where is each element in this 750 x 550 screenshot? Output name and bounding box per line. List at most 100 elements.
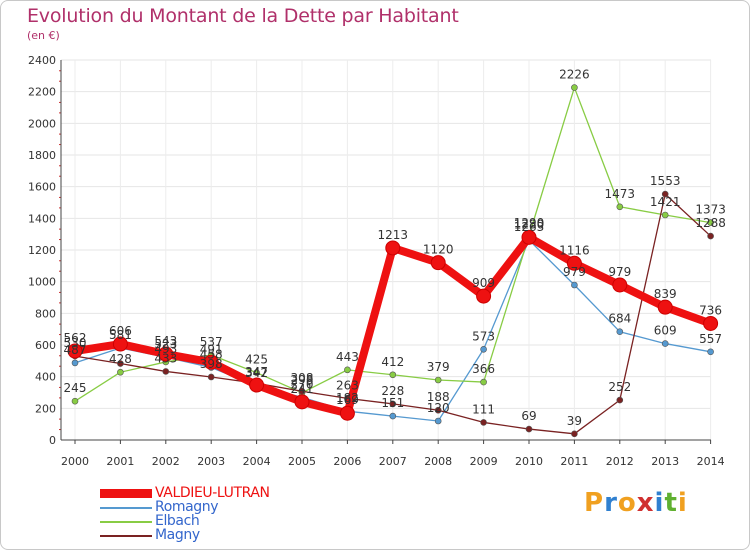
data-point-valdieu-lutran [657,299,673,315]
data-label: 228 [381,384,404,398]
y-tick-label: 1200 [28,244,56,257]
data-label: 1373 [695,203,726,217]
x-tick-label: 2005 [288,455,316,468]
data-label: 1288 [695,216,726,230]
data-point-valdieu-lutran [612,277,628,293]
data-point-valdieu-lutran [476,288,492,304]
y-tick-label: 1800 [28,149,56,162]
y-tick-label: 200 [35,402,56,415]
y-tick-label: 600 [35,339,56,352]
data-label: 366 [472,362,495,376]
data-label: 606 [109,324,132,338]
legend-label: Magny [155,527,200,543]
y-tick-label: 2000 [28,117,56,130]
data-label: 1263 [514,220,545,234]
data-label: 839 [654,287,677,301]
data-label: 298 [291,373,314,387]
y-tick-label: 1400 [28,212,56,225]
data-label: 537 [200,335,223,349]
data-label: 736 [699,303,722,317]
data-label: 428 [109,352,132,366]
data-label: 543 [154,334,177,348]
data-point-valdieu-lutran [112,336,128,352]
x-tick-label: 2013 [651,455,679,468]
chart-title: Evolution du Montant de la Dette par Hab… [27,5,459,27]
data-point-valdieu-lutran [67,343,83,359]
data-label: 2226 [559,68,590,82]
legend-label: Elbach [155,513,200,529]
data-point-valdieu-lutran [521,229,537,245]
data-label: 120 [427,401,450,415]
data-point-magny [162,368,170,375]
data-label: 151 [381,396,404,410]
data-label: 684 [608,312,631,326]
data-point-valdieu-lutran [158,346,174,362]
x-tick-label: 2003 [197,455,225,468]
data-point-elbach [616,203,624,211]
data-label: 39 [567,414,582,428]
data-point-elbach [344,366,351,374]
x-tick-label: 2010 [515,455,543,468]
x-tick-label: 2000 [61,455,89,468]
data-point-romagny [661,340,669,347]
y-tick-label: 2400 [28,54,56,67]
data-label: 169 [336,393,359,407]
data-label: 491 [200,342,223,356]
legend-swatch [100,535,152,537]
data-label: 979 [563,265,586,279]
x-tick-label: 2012 [606,455,634,468]
chart-unit-label: (en €) [27,29,60,42]
data-label: 458 [200,347,223,361]
data-label: 1290 [514,216,545,230]
data-label: 581 [109,328,132,342]
proxiti-logo: Proxiti [584,488,688,518]
data-label: 111 [472,402,495,416]
data-point-valdieu-lutran [203,354,219,370]
x-tick-label: 2008 [424,455,452,468]
data-point-elbach [253,369,260,377]
data-label: 523 [154,337,177,351]
data-point-magny [480,419,487,426]
x-tick-label: 2011 [560,455,588,468]
data-label: 609 [654,324,677,338]
data-point-magny [389,400,397,408]
data-point-valdieu-lutran [703,315,719,331]
data-point-magny [571,430,578,438]
data-point-magny [434,406,442,414]
data-label: 425 [245,353,268,367]
data-point-valdieu-lutran [339,405,355,421]
data-point-valdieu-lutran [566,255,582,271]
y-tick-label: 1600 [28,181,56,194]
data-point-valdieu-lutran [430,255,446,271]
x-tick-label: 2007 [379,455,407,468]
data-label: 1120 [423,243,454,257]
data-label: 1473 [605,187,636,201]
data-label: 433 [154,351,177,365]
data-point-elbach [661,211,669,219]
data-label: 1553 [650,174,681,188]
data-label: 493 [154,342,177,356]
data-point-magny [298,387,306,395]
data-label: 263 [336,378,359,392]
data-point-valdieu-lutran [385,240,401,256]
legend-swatch [100,489,152,498]
y-tick-label: 2200 [28,86,56,99]
data-point-magny [207,373,215,381]
x-tick-label: 2006 [333,455,361,468]
data-point-magny [707,232,714,240]
logo-letter: i [677,488,688,518]
data-label: 562 [64,331,87,345]
data-point-elbach [707,219,714,226]
data-label: 182 [336,391,359,405]
data-point-magny [525,425,533,433]
data-label: 1213 [378,228,409,242]
data-point-romagny [389,412,397,420]
data-point-romagny [434,417,442,425]
data-label: 188 [427,390,450,404]
data-label: 1116 [559,243,590,257]
data-label: 270 [291,377,314,391]
x-tick-label: 2001 [106,455,134,468]
data-label: 557 [699,332,722,346]
data-label: 487 [64,343,87,357]
